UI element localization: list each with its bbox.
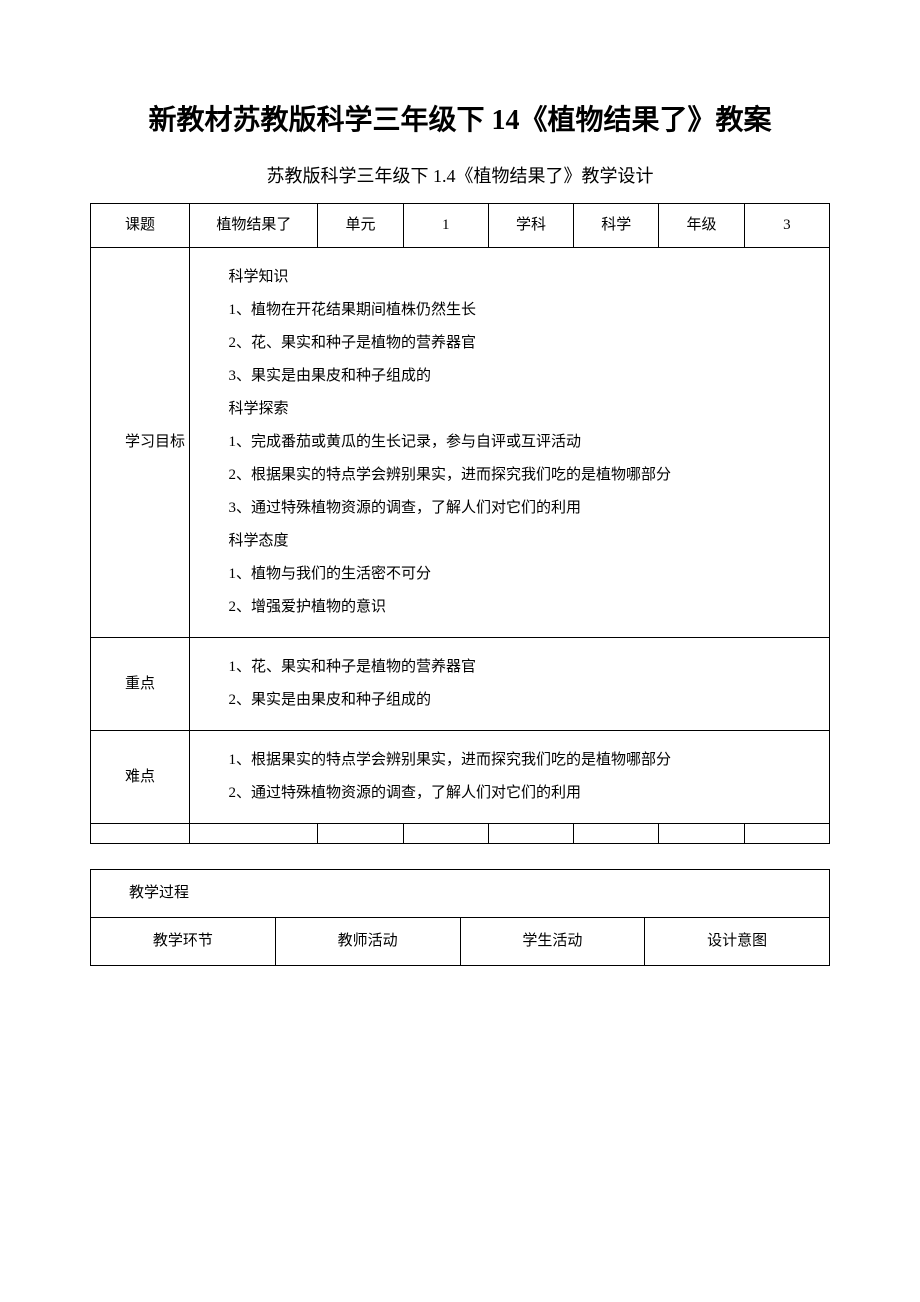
obj-line: 1、植物在开花结果期间植株仍然生长 bbox=[198, 297, 821, 324]
process-header-row: 教学过程 bbox=[91, 870, 830, 918]
keypoints-label: 重点 bbox=[91, 638, 190, 731]
obj-line: 科学态度 bbox=[198, 528, 821, 555]
value-grade: 3 bbox=[744, 204, 829, 248]
diff-line: 1、根据果实的特点学会辨别果实，进而探究我们吃的是植物哪部分 bbox=[198, 747, 821, 774]
value-unit: 1 bbox=[403, 204, 488, 248]
process-header: 教学过程 bbox=[91, 870, 830, 918]
process-table: 教学过程 教学环节 教师活动 学生活动 设计意图 bbox=[90, 869, 830, 966]
process-columns-row: 教学环节 教师活动 学生活动 设计意图 bbox=[91, 918, 830, 966]
label-unit: 单元 bbox=[318, 204, 403, 248]
obj-line: 2、增强爱护植物的意识 bbox=[198, 594, 821, 621]
obj-line: 1、完成番茄或黄瓜的生长记录，参与自评或互评活动 bbox=[198, 429, 821, 456]
empty-cell bbox=[91, 824, 190, 844]
empty-cell bbox=[318, 824, 403, 844]
label-topic: 课题 bbox=[91, 204, 190, 248]
obj-line: 2、根据果实的特点学会辨别果实，进而探究我们吃的是植物哪部分 bbox=[198, 462, 821, 489]
obj-line: 3、果实是由果皮和种子组成的 bbox=[198, 363, 821, 390]
obj-line: 1、植物与我们的生活密不可分 bbox=[198, 561, 821, 588]
process-col: 教学环节 bbox=[91, 918, 276, 966]
empty-cell bbox=[574, 824, 659, 844]
value-topic: 植物结果了 bbox=[190, 204, 318, 248]
empty-row bbox=[91, 824, 830, 844]
label-subject: 学科 bbox=[488, 204, 573, 248]
empty-cell bbox=[744, 824, 829, 844]
difficulties-content: 1、根据果实的特点学会辨别果实，进而探究我们吃的是植物哪部分 2、通过特殊植物资… bbox=[190, 731, 830, 824]
empty-cell bbox=[190, 824, 318, 844]
page-subtitle: 苏教版科学三年级下 1.4《植物结果了》教学设计 bbox=[90, 162, 830, 188]
obj-line: 2、花、果实和种子是植物的营养器官 bbox=[198, 330, 821, 357]
process-col: 学生活动 bbox=[460, 918, 645, 966]
obj-line: 3、通过特殊植物资源的调查，了解人们对它们的利用 bbox=[198, 495, 821, 522]
value-subject: 科学 bbox=[574, 204, 659, 248]
objectives-content: 科学知识 1、植物在开花结果期间植株仍然生长 2、花、果实和种子是植物的营养器官… bbox=[190, 248, 830, 638]
label-grade: 年级 bbox=[659, 204, 744, 248]
diff-line: 2、通过特殊植物资源的调查，了解人们对它们的利用 bbox=[198, 780, 821, 807]
objectives-row: 学习目标 科学知识 1、植物在开花结果期间植株仍然生长 2、花、果实和种子是植物… bbox=[91, 248, 830, 638]
keypoints-content: 1、花、果实和种子是植物的营养器官 2、果实是由果皮和种子组成的 bbox=[190, 638, 830, 731]
main-table: 课题 植物结果了 单元 1 学科 科学 年级 3 学习目标 科学知识 1、植物在… bbox=[90, 203, 830, 844]
empty-cell bbox=[659, 824, 744, 844]
kp-line: 1、花、果实和种子是植物的营养器官 bbox=[198, 654, 821, 681]
header-row: 课题 植物结果了 单元 1 学科 科学 年级 3 bbox=[91, 204, 830, 248]
page-title: 新教材苏教版科学三年级下 14《植物结果了》教案 bbox=[90, 100, 830, 142]
empty-cell bbox=[403, 824, 488, 844]
difficulties-row: 难点 1、根据果实的特点学会辨别果实，进而探究我们吃的是植物哪部分 2、通过特殊… bbox=[91, 731, 830, 824]
kp-line: 2、果实是由果皮和种子组成的 bbox=[198, 687, 821, 714]
process-col: 教师活动 bbox=[275, 918, 460, 966]
objectives-label: 学习目标 bbox=[91, 248, 190, 638]
obj-line: 科学探索 bbox=[198, 396, 821, 423]
empty-cell bbox=[488, 824, 573, 844]
difficulties-label: 难点 bbox=[91, 731, 190, 824]
process-col: 设计意图 bbox=[645, 918, 830, 966]
obj-line: 科学知识 bbox=[198, 264, 821, 291]
keypoints-row: 重点 1、花、果实和种子是植物的营养器官 2、果实是由果皮和种子组成的 bbox=[91, 638, 830, 731]
